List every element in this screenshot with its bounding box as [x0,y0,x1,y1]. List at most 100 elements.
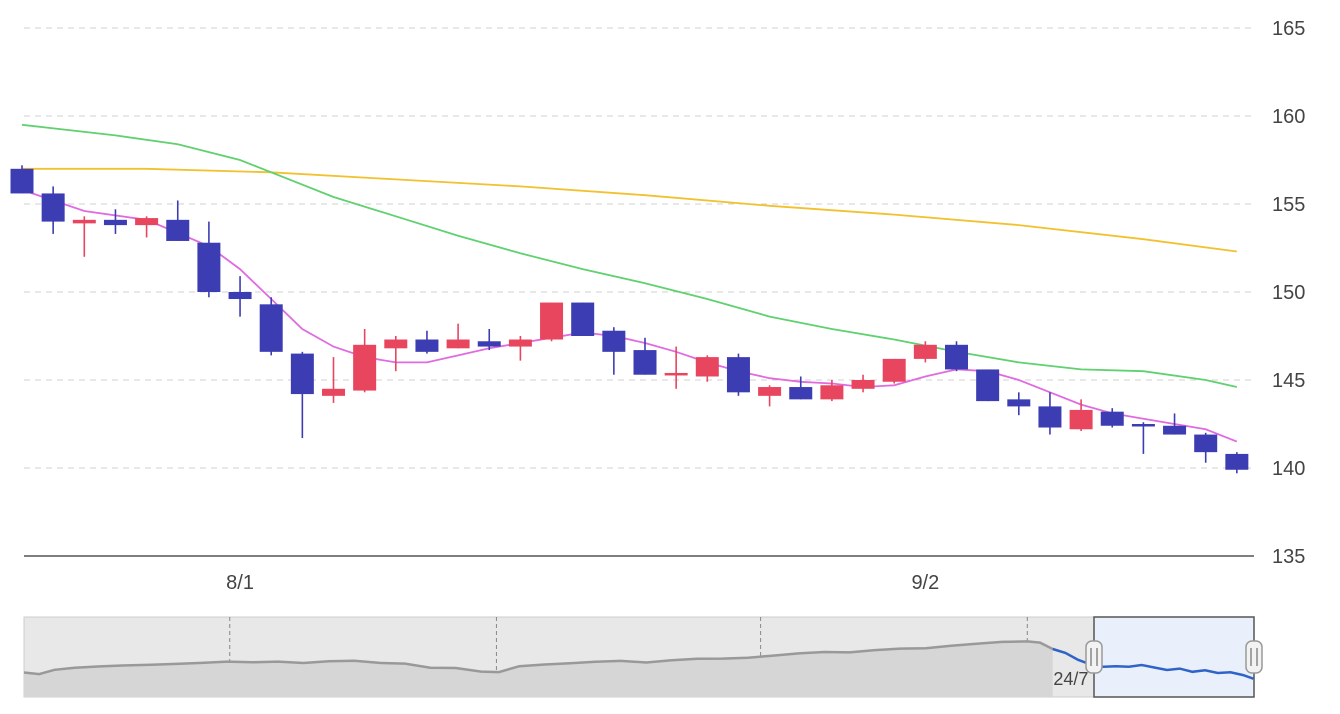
y-tick-label: 140 [1272,458,1305,480]
candle-body [290,353,314,395]
candle-body [602,330,626,352]
candle-up [508,336,532,361]
navigator-history-area [24,641,1053,697]
candle-up [353,328,377,393]
candle-down [1100,408,1124,428]
candle-up [664,346,688,389]
candle-body [103,219,127,226]
candle-body [1163,425,1187,435]
candle-up [913,341,937,363]
candle-down [166,200,190,241]
y-gridlines [24,27,1254,469]
candle-down [1038,392,1062,435]
candle-up [758,385,782,407]
y-tick-label: 165 [1272,18,1305,40]
candle-body [1225,453,1249,470]
candle-body [1069,409,1093,430]
candle-body [166,219,190,241]
navigator-history-line [23,640,1054,676]
x-tick-label: 8/1 [226,572,254,594]
candle-down [290,351,314,439]
candle-down [1194,432,1218,463]
candle-down [477,328,501,351]
candle-down [1225,452,1249,474]
candle-down [976,369,1000,402]
candle-up [322,357,345,403]
candle-body [415,339,439,352]
y-tick-label: 160 [1272,106,1305,128]
candle-down [10,165,34,194]
candle-body [633,350,657,375]
candle-body [695,357,719,377]
candle-body [851,380,875,389]
candle-body [353,344,377,391]
candle-down [228,276,252,317]
candle-down [103,209,127,234]
candle-down [945,341,968,372]
candle-down [41,186,65,234]
candle-up [135,216,159,238]
candle-body [1038,406,1062,428]
candle-down [1163,413,1187,435]
navigator[interactable]: 2023/102024/12024/42024/7 [23,616,1263,698]
navigator-handle-right[interactable] [1245,640,1263,674]
candle-down [602,327,626,375]
y-tick-label: 150 [1272,282,1305,304]
candle-body [1131,424,1155,427]
candle-body [322,388,345,396]
candle-body [135,218,159,226]
candle-body [571,302,595,336]
candle-body [882,358,906,382]
y-tick-label: 155 [1272,194,1305,216]
candle-body [508,339,532,347]
y-axis-tick-labels: 135 140 145 150 155 160 165 [1272,18,1305,568]
y-tick-label: 135 [1272,546,1305,568]
candle-up [540,302,564,342]
candle-up [72,216,96,257]
candle-down [571,302,595,336]
candle-up [882,358,906,384]
candle-body [10,168,34,194]
navigator-selected-range[interactable] [1093,616,1255,698]
candle-down [633,337,657,375]
candle-body [820,385,844,400]
candle-up [384,336,408,372]
candle-body [945,344,968,370]
candle-down [415,330,439,354]
candle-body [197,242,221,292]
candle-body [726,357,750,393]
candlesticks [10,165,1249,474]
navigator-handle-left[interactable] [1085,640,1103,674]
candle-body [976,369,1000,402]
candle-up [851,374,875,393]
candle-body [446,339,470,349]
candle-body [228,292,252,300]
candle-body [789,387,813,400]
candle-body [384,339,408,349]
candle-body [41,193,65,222]
candle-down [1131,422,1155,454]
candle-down [197,221,221,298]
candle-body [913,344,937,359]
candle-down [789,376,813,400]
candle-up [820,380,844,402]
ma-long-line [22,167,1237,253]
candle-up [446,323,470,349]
candle-down [726,353,750,396]
candle-up [695,355,719,382]
candle-body [259,304,283,352]
candle-body [540,302,564,340]
x-tick-label: 9/2 [911,572,939,594]
candle-body [664,372,688,376]
candle-down [1007,392,1031,416]
y-tick-label: 145 [1272,370,1305,392]
ma-short-line [21,189,1238,443]
candle-body [72,219,96,224]
candle-body [477,341,501,347]
candle-body [1007,399,1031,407]
candle-down [259,297,283,356]
candle-body [1194,434,1218,453]
candle-up [1069,399,1093,432]
ma-mid-line [21,123,1237,388]
